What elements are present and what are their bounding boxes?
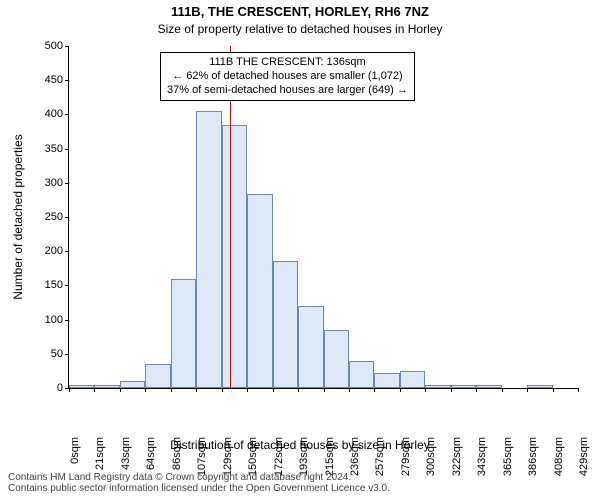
y-tick-label: 350 — [45, 143, 69, 155]
x-tick-mark — [425, 388, 426, 392]
x-tick-mark — [247, 388, 248, 392]
histogram-bar — [527, 385, 553, 388]
y-tick-label: 250 — [45, 211, 69, 223]
annotation-line: 111B THE CRESCENT: 136sqm — [167, 56, 408, 70]
chart-title: 111B, THE CRESCENT, HORLEY, RH6 7NZ — [0, 4, 600, 19]
annotation-line: ← 62% of detached houses are smaller (1,… — [167, 70, 408, 84]
footer: Contains HM Land Registry data © Crown c… — [8, 472, 390, 494]
y-tick-label: 300 — [45, 177, 69, 189]
y-tick-label: 200 — [45, 245, 69, 257]
x-tick-mark — [527, 388, 528, 392]
y-tick-label: 150 — [45, 279, 69, 291]
chart-container: 111B, THE CRESCENT, HORLEY, RH6 7NZ Size… — [0, 0, 600, 500]
histogram-bar — [400, 371, 425, 388]
y-tick-label: 50 — [51, 348, 69, 360]
histogram-bar — [222, 125, 247, 388]
histogram-bar — [196, 111, 222, 388]
histogram-bar — [120, 381, 145, 388]
footer-line-2: Contains public sector information licen… — [8, 483, 390, 494]
x-tick-mark — [349, 388, 350, 392]
histogram-bar — [476, 385, 502, 388]
histogram-bar — [298, 306, 324, 388]
footer-line-1: Contains HM Land Registry data © Crown c… — [8, 472, 390, 483]
x-tick-mark — [298, 388, 299, 392]
x-tick-mark — [374, 388, 375, 392]
histogram-bar — [171, 279, 196, 388]
x-tick-mark — [120, 388, 121, 392]
histogram-bar — [94, 385, 120, 388]
histogram-bar — [273, 261, 298, 388]
x-tick-mark — [553, 388, 554, 392]
x-axis-label: Distribution of detached houses by size … — [0, 438, 600, 452]
y-axis-label: Number of detached properties — [11, 134, 25, 299]
x-tick-mark — [578, 388, 579, 392]
x-tick-mark — [171, 388, 172, 392]
histogram-bar — [324, 330, 349, 388]
chart-subtitle: Size of property relative to detached ho… — [0, 22, 600, 36]
histogram-bar — [451, 385, 476, 388]
y-tick-label: 0 — [57, 382, 69, 394]
y-tick-label: 450 — [45, 74, 69, 86]
x-tick-mark — [502, 388, 503, 392]
annotation-line: 37% of semi-detached houses are larger (… — [167, 84, 408, 98]
x-tick-mark — [196, 388, 197, 392]
y-tick-label: 100 — [45, 314, 69, 326]
histogram-bar — [425, 385, 451, 388]
histogram-bar — [247, 194, 273, 388]
x-tick-mark — [400, 388, 401, 392]
histogram-bar — [69, 385, 94, 388]
x-tick-mark — [94, 388, 95, 392]
y-tick-label: 400 — [45, 108, 69, 120]
histogram-bar — [349, 361, 374, 388]
histogram-bar — [145, 364, 171, 388]
x-tick-mark — [324, 388, 325, 392]
x-tick-mark — [476, 388, 477, 392]
annotation-box: 111B THE CRESCENT: 136sqm← 62% of detach… — [160, 52, 415, 101]
x-tick-mark — [222, 388, 223, 392]
x-tick-mark — [69, 388, 70, 392]
x-tick-mark — [145, 388, 146, 392]
x-tick-mark — [273, 388, 274, 392]
y-tick-label: 500 — [45, 40, 69, 52]
histogram-bar — [374, 373, 400, 388]
x-tick-mark — [451, 388, 452, 392]
